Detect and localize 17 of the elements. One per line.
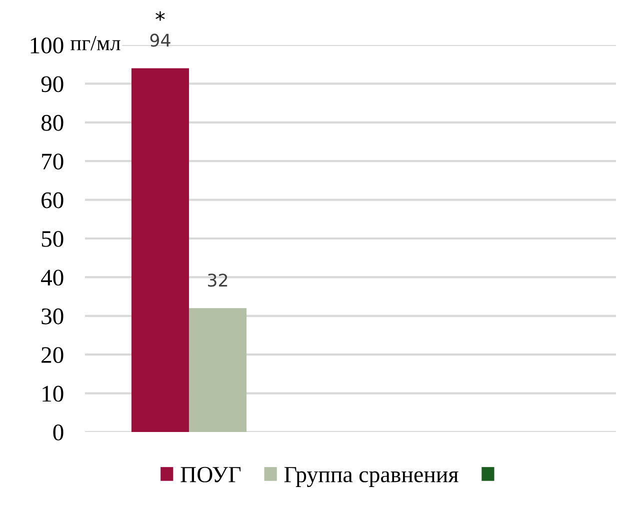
annotation: * — [156, 11, 165, 21]
y-tick-label: 20 — [42, 347, 64, 364]
legend-label: Группа сравнения — [284, 467, 458, 488]
y-tick-label: 40 — [41, 270, 64, 286]
data-label: 94 — [150, 34, 170, 47]
data-label: 32 — [208, 274, 228, 287]
y-tick-label: 50 — [42, 230, 64, 247]
y-tick-label: 90 — [41, 76, 64, 92]
y-tick-label: 100 — [30, 37, 64, 54]
y-tick-label: 10 — [42, 386, 64, 402]
y-axis-title: пг/мл — [70, 36, 120, 50]
y-tick-label: 0 — [53, 424, 64, 440]
y-tick-label: 60 — [42, 192, 64, 208]
y-tick-label: 30 — [42, 308, 64, 324]
y-tick-label: 70 — [42, 154, 64, 170]
y-tick-label: 80 — [41, 114, 64, 131]
legend-label: ПОУГ — [180, 466, 241, 482]
